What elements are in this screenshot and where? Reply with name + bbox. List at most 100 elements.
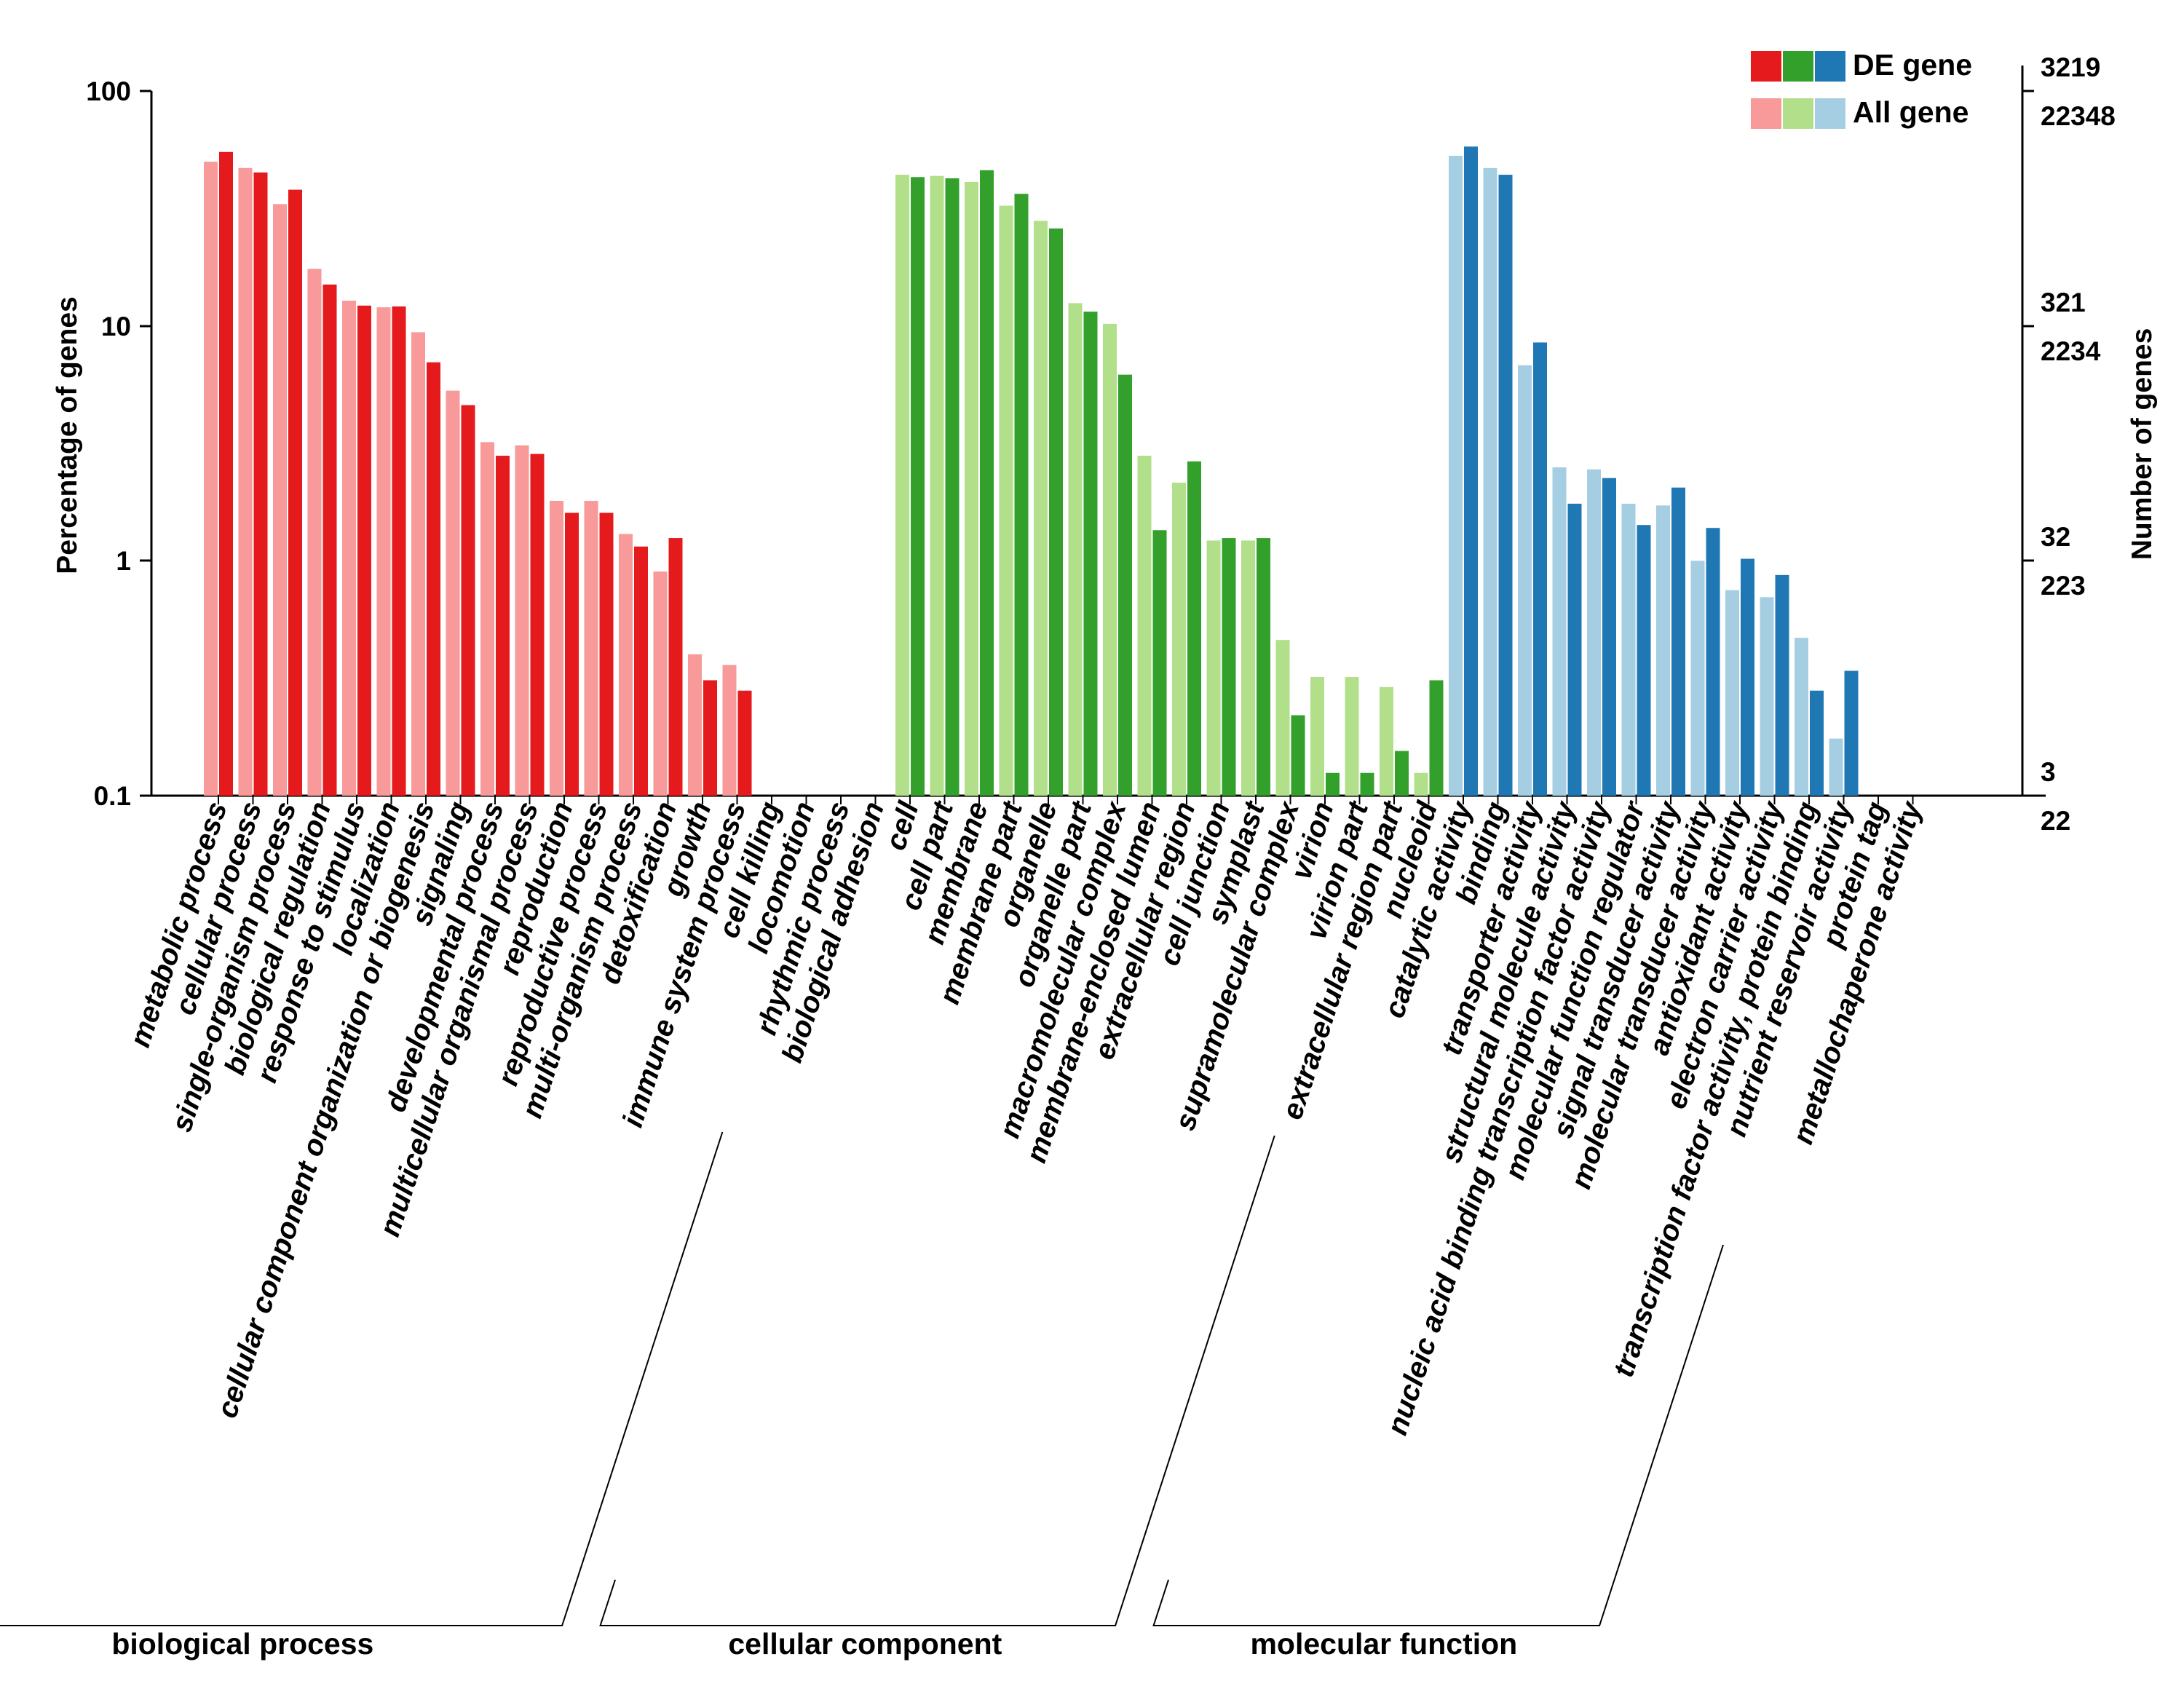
bar-de-gene	[1464, 146, 1478, 796]
bar-all-gene	[1034, 221, 1048, 796]
bar-all-gene	[895, 175, 909, 796]
right-axis-ticks: 3219 22348 321 2234 32 223 3 22	[2022, 52, 2116, 836]
right-tick-de: 3219	[2041, 52, 2100, 82]
bar-all-gene	[1275, 640, 1290, 796]
bar-all-gene	[1241, 540, 1255, 796]
right-tick-all: 223	[2041, 571, 2086, 601]
bar-de-gene	[1360, 772, 1374, 796]
bar-all-gene	[653, 571, 668, 796]
right-tick-all: 2234	[2041, 336, 2101, 366]
bar-all-gene	[1621, 503, 1636, 796]
group-label: biological process	[111, 1627, 373, 1661]
bar-all-gene	[584, 500, 598, 796]
right-tick-all: 22348	[2041, 101, 2116, 131]
legend-swatch-bp-de	[1751, 51, 1781, 82]
bar-de-gene	[253, 172, 268, 796]
bar-all-gene	[1206, 540, 1221, 796]
bar-all-gene	[1172, 483, 1186, 796]
legend-swatch-cc-all	[1783, 98, 1813, 129]
bar-all-gene	[1725, 590, 1739, 796]
bar-de-gene	[1498, 175, 1513, 796]
legend-swatch-bp-all	[1751, 98, 1781, 129]
bar-all-gene	[411, 332, 425, 796]
group-label: molecular function	[1250, 1627, 1517, 1661]
bar-de-gene	[427, 362, 440, 796]
bar-de-gene	[1567, 503, 1582, 796]
bar-de-gene	[1429, 680, 1444, 796]
bar-de-gene	[323, 284, 337, 796]
bar-de-gene	[219, 151, 233, 796]
right-tick-de: 321	[2041, 288, 2086, 317]
bar-all-gene	[965, 181, 978, 796]
group-brackets-layer: biological process cellular component mole…	[0, 1131, 1724, 1661]
bar-de-gene	[1602, 478, 1616, 796]
bar-de-gene	[980, 170, 994, 796]
bar-de-gene	[357, 305, 371, 796]
bar-de-gene	[530, 454, 545, 796]
legend-swatch-mf-de	[1815, 51, 1845, 82]
bar-all-gene	[273, 204, 287, 796]
bar-all-gene	[1380, 686, 1393, 796]
bar-all-gene	[480, 442, 494, 796]
bar-de-gene	[737, 690, 752, 796]
bar-de-gene	[1395, 751, 1409, 796]
bar-de-gene	[1810, 690, 1824, 796]
y-tick-label: 1	[116, 546, 131, 576]
bar-all-gene	[1483, 167, 1497, 796]
right-tick-de: 32	[2041, 522, 2070, 552]
bar-de-gene	[945, 178, 960, 796]
bar-de-gene	[565, 512, 579, 796]
bars-layer	[204, 146, 1914, 804]
bar-all-gene	[1760, 597, 1774, 796]
bar-de-gene	[1741, 558, 1754, 796]
group-bracket	[1152, 1244, 1724, 1626]
bar-all-gene	[342, 301, 356, 796]
bar-all-gene	[619, 534, 633, 796]
bar-all-gene	[550, 500, 563, 796]
bar-all-gene	[238, 167, 253, 796]
bar-all-gene	[1137, 456, 1152, 796]
bar-all-gene	[376, 307, 391, 796]
y-tick-label: 10	[101, 312, 131, 341]
bar-all-gene	[446, 390, 460, 796]
group-label: cellular component	[728, 1627, 1002, 1661]
legend: DE gene All gene	[1751, 48, 1972, 129]
bar-de-gene	[1326, 772, 1340, 796]
bar-de-gene	[668, 538, 683, 796]
y-tick-label: 0.1	[94, 781, 131, 811]
bar-de-gene	[461, 405, 475, 796]
bar-de-gene	[1291, 715, 1305, 796]
bar-all-gene	[307, 269, 322, 796]
bar-all-gene	[1310, 677, 1324, 796]
legend-all-label: All gene	[1853, 95, 1969, 129]
bar-all-gene	[1068, 303, 1083, 796]
bar-de-gene	[703, 680, 717, 796]
bar-de-gene	[1671, 487, 1685, 796]
bar-all-gene	[1552, 467, 1567, 796]
bar-de-gene	[1706, 528, 1720, 796]
bar-all-gene	[515, 445, 529, 796]
y-axis-ticks: 100 10 1 0.1	[86, 76, 151, 811]
bar-all-gene	[1587, 469, 1601, 796]
legend-swatch-mf-all	[1815, 98, 1845, 129]
group-bracket	[0, 1131, 724, 1626]
bar-de-gene	[1844, 670, 1859, 796]
bar-all-gene	[1829, 738, 1843, 796]
bar-all-gene	[204, 162, 218, 796]
bar-de-gene	[1187, 461, 1201, 796]
y2-axis-title: Number of genes	[2126, 328, 2158, 561]
bar-de-gene	[1222, 538, 1236, 796]
group-bracket	[599, 1135, 1275, 1626]
bar-de-gene	[392, 306, 406, 796]
legend-de-label: DE gene	[1853, 48, 1972, 82]
bar-all-gene	[688, 654, 702, 796]
bar-all-gene	[999, 205, 1013, 796]
bar-de-gene	[634, 546, 648, 796]
bar-all-gene	[722, 665, 737, 796]
bar-all-gene	[1518, 365, 1532, 796]
bar-de-gene	[1083, 312, 1098, 796]
right-tick-de: 3	[2041, 757, 2056, 787]
